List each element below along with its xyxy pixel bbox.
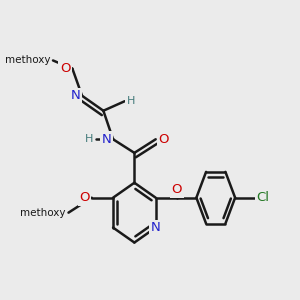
Text: H: H [85,134,94,144]
Text: O: O [60,62,70,75]
Text: Cl: Cl [256,191,269,204]
Text: N: N [101,133,111,146]
Text: N: N [151,221,160,234]
Text: O: O [172,183,182,196]
Text: H: H [127,96,135,106]
Text: N: N [70,89,80,102]
Text: methoxy: methoxy [4,56,50,65]
Text: O: O [159,133,169,146]
Text: O: O [79,191,90,204]
Text: methoxy: methoxy [20,208,66,218]
